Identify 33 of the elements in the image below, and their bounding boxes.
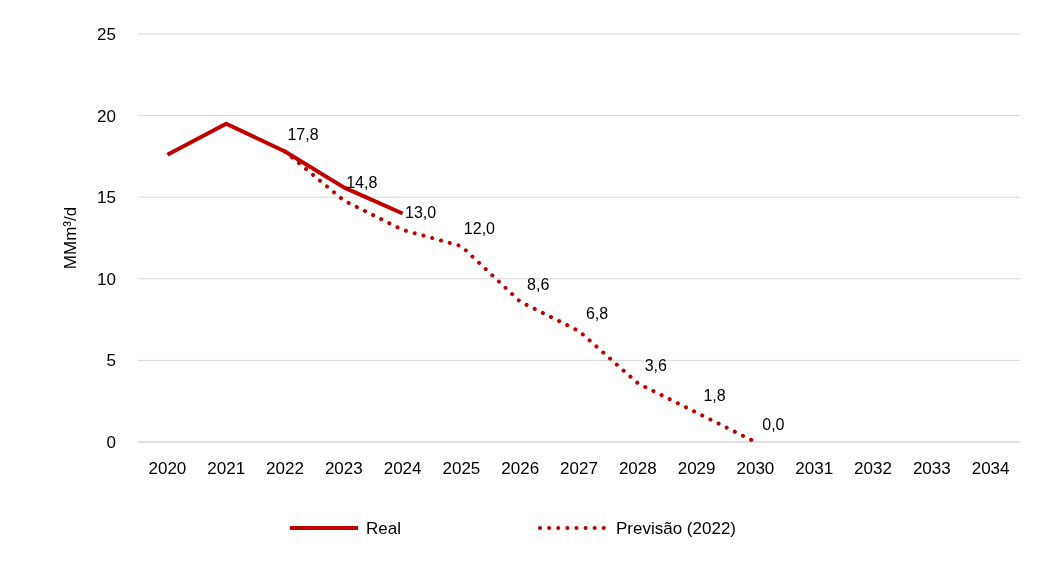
data-label: 14,8: [346, 174, 378, 192]
legend-label: Real: [366, 518, 401, 538]
y-tick-label: 20: [97, 106, 116, 126]
y-axis-title: MMm³/d: [61, 206, 80, 270]
x-tick-label: 2034: [971, 459, 1010, 478]
x-tick-label: 2029: [677, 459, 716, 478]
y-tick-label: 5: [106, 351, 116, 371]
x-tick-label: 2028: [618, 459, 657, 478]
x-tick-label: 2021: [207, 459, 246, 478]
x-tick-label: 2026: [501, 459, 540, 478]
y-tick-label: 25: [97, 24, 116, 44]
data-label: 1,8: [703, 386, 726, 404]
x-tick-label: 2020: [148, 459, 187, 478]
x-tick-label: 2030: [736, 459, 775, 478]
legend-label: Previsão (2022): [616, 518, 737, 538]
data-label: 3,6: [644, 357, 668, 375]
x-tick-label: 2027: [560, 459, 598, 478]
y-tick-label: 10: [97, 269, 116, 289]
x-tick-label: 2031: [795, 459, 834, 478]
x-tick-label: 2032: [854, 459, 892, 478]
y-tick-label: 0: [106, 432, 116, 452]
data-label: 17,8: [287, 125, 319, 143]
x-tick-label: 2024: [383, 459, 422, 478]
data-label: 0,0: [762, 416, 785, 433]
data-label: 12,0: [463, 220, 496, 238]
x-tick-label: 2033: [912, 459, 951, 478]
x-tick-label: 2025: [442, 459, 481, 478]
data-label: 13,0: [405, 203, 437, 221]
x-tick-label: 2022: [266, 459, 304, 478]
data-label: 8,6: [527, 275, 550, 293]
data-label: 6,8: [585, 305, 609, 323]
x-tick-label: 2023: [324, 459, 363, 478]
y-tick-label: 15: [97, 188, 116, 208]
